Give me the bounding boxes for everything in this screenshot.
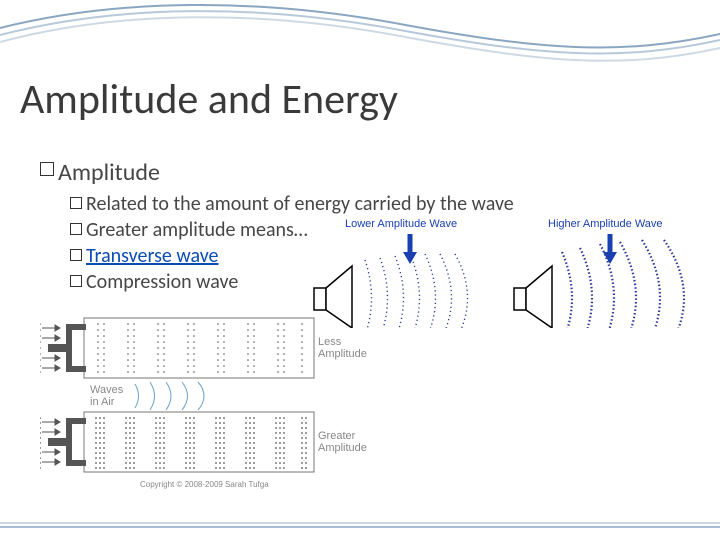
bottom-decor: [0, 520, 720, 530]
bullet-amplitude: Amplitude: [40, 158, 160, 187]
bullet-text: Amplitude: [58, 158, 160, 187]
wave-decor: [0, 0, 720, 70]
bullet-text: Greater amplitude means…: [86, 218, 308, 242]
bullet-text: Related to the amount of energy carried …: [86, 192, 514, 216]
bullet-related: Related to the amount of energy carried …: [70, 192, 514, 216]
bullet-box-icon: [70, 249, 82, 261]
bullet-box-icon: [40, 162, 54, 176]
copyright-text: Copyright © 2008-2009 Sarah Tufga: [140, 480, 269, 489]
transverse-wave-link[interactable]: Transverse wave: [86, 244, 219, 268]
bullet-box-icon: [70, 275, 82, 287]
less-amplitude-label: Less Amplitude: [318, 336, 368, 360]
lower-amplitude-label: Lower Amplitude Wave: [345, 218, 457, 230]
slide: Amplitude and Energy Amplitude Related t…: [0, 0, 720, 540]
greater-amplitude-label: Greater Amplitude: [318, 430, 373, 454]
tuningfork-diagram: Less Amplitude Waves in Air Greater Ampl…: [40, 308, 340, 498]
bullet-greater: Greater amplitude means…: [70, 218, 308, 242]
bullet-box-icon: [70, 197, 82, 209]
higher-amplitude-label: Higher Amplitude Wave: [548, 218, 663, 230]
tuningfork-svg: [40, 308, 340, 498]
bullet-transverse: Transverse wave: [70, 244, 219, 268]
bullet-box-icon: [70, 223, 82, 235]
bullet-text: Compression wave: [86, 270, 238, 294]
amplitude-diagram: Lower Amplitude Wave Higher Amplitude Wa…: [300, 218, 710, 328]
waves-in-air-label: Waves in Air: [90, 384, 130, 408]
bullet-compression: Compression wave: [70, 270, 238, 294]
page-title: Amplitude and Energy: [20, 78, 398, 122]
amplitude-svg: [300, 218, 710, 328]
